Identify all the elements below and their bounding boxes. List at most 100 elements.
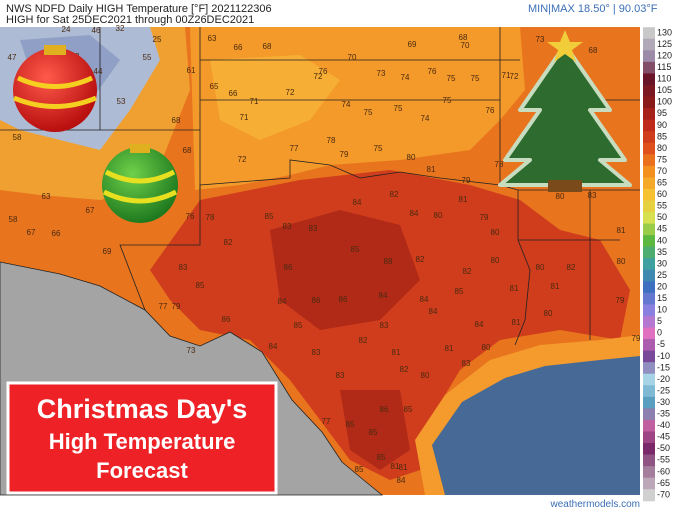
station-value: 74 — [401, 73, 410, 82]
station-value: 68 — [172, 116, 181, 125]
colorbar-swatch — [643, 212, 655, 225]
station-value: 58 — [9, 215, 18, 224]
station-value: 83 — [312, 348, 321, 357]
station-value: 71 — [250, 97, 259, 106]
station-value: 86 — [284, 263, 293, 272]
colorbar-label: 20 — [657, 281, 667, 291]
station-value: 84 — [379, 291, 388, 300]
station-value: 74 — [342, 100, 351, 109]
station-value: 55 — [143, 53, 152, 62]
station-value: 53 — [117, 97, 126, 106]
colorbar-label: -70 — [657, 489, 670, 499]
colorbar-label: -40 — [657, 420, 670, 430]
colorbar-label: 100 — [657, 97, 672, 107]
colorbar-label: 105 — [657, 85, 672, 95]
colorbar-swatch — [643, 281, 655, 294]
colorbar-swatch — [643, 73, 655, 86]
station-value: 76 — [428, 67, 437, 76]
colorbar-label: 75 — [657, 154, 667, 164]
colorbar-label: 90 — [657, 120, 667, 130]
station-value: 79 — [340, 150, 349, 159]
station-value: 81 — [392, 348, 401, 357]
colorbar-swatch — [643, 419, 655, 432]
colorbar-swatch — [643, 327, 655, 340]
station-value: 72 — [238, 155, 247, 164]
colorbar-swatch — [643, 142, 655, 155]
station-value: 84 — [410, 209, 419, 218]
station-value: 81 — [510, 284, 519, 293]
station-value: 76 — [486, 106, 495, 115]
colorbar-swatch — [643, 431, 655, 444]
colorbar-swatch — [643, 315, 655, 329]
station-value: 70 — [461, 41, 470, 50]
station-value: 86 — [339, 295, 348, 304]
colorbar-label: 5 — [657, 316, 662, 326]
station-value: 85 — [196, 281, 205, 290]
colorbar-swatch — [643, 373, 655, 386]
station-value: 85 — [404, 405, 413, 414]
colorbar-label: 130 — [657, 27, 672, 37]
colorbar-label: 85 — [657, 131, 667, 141]
station-value: 85 — [369, 428, 378, 437]
colorbar-label: 10 — [657, 305, 667, 315]
station-value: 73 — [536, 35, 545, 44]
colorbar-label: 30 — [657, 258, 667, 268]
colorbar-swatch — [643, 269, 655, 282]
colorbar-swatch — [643, 408, 655, 421]
colorbar-swatch — [643, 258, 655, 271]
station-value: 79 — [172, 302, 181, 311]
station-value: 81 — [445, 344, 454, 353]
station-value: 83 — [380, 321, 389, 330]
colorbar-swatch — [643, 223, 655, 236]
station-value: 86 — [312, 296, 321, 305]
station-value: 80 — [536, 263, 545, 272]
colorbar-label: 115 — [657, 62, 671, 72]
station-value: 78 — [495, 160, 504, 169]
station-value: 82 — [416, 255, 425, 264]
station-value: 67 — [86, 206, 95, 215]
station-value: 24 — [62, 25, 71, 34]
station-value: 32 — [116, 24, 125, 33]
station-value: 68 — [589, 46, 598, 55]
station-value: 76 — [319, 67, 328, 76]
station-value: 84 — [420, 295, 429, 304]
station-value: 85 — [377, 453, 386, 462]
station-value: 71 — [240, 113, 249, 122]
colorbar-label: 15 — [657, 293, 667, 303]
station-value: 80 — [434, 211, 443, 220]
banner: Christmas Day's High Temperature Forecas… — [6, 381, 278, 495]
station-value: 85 — [294, 321, 303, 330]
header-title: NWS NDFD Daily HIGH Temperature [°F] 202… — [6, 3, 272, 15]
colorbar-label: -55 — [657, 455, 670, 465]
station-value: 77 — [322, 417, 331, 426]
station-value: 84 — [429, 307, 438, 316]
colorbar-swatch — [643, 443, 655, 456]
station-value: 76 — [186, 212, 195, 221]
colorbar-swatch — [643, 396, 655, 409]
station-value: 63 — [42, 192, 51, 201]
station-value: 72 — [286, 88, 295, 97]
station-value: 73 — [187, 346, 196, 355]
colorbar-label: 25 — [657, 270, 667, 280]
station-value: 84 — [475, 320, 484, 329]
colorbar-label: -60 — [657, 466, 670, 476]
station-value: 81 — [391, 462, 400, 471]
colorbar-label: 55 — [657, 201, 667, 211]
station-value: 81 — [512, 318, 521, 327]
station-value: 72 — [314, 72, 323, 81]
station-value: 79 — [616, 296, 625, 305]
station-value: 85 — [351, 245, 360, 254]
colorbar-swatch — [643, 165, 655, 178]
credit: weathermodels.com — [550, 499, 640, 510]
station-value: 63 — [208, 34, 217, 43]
colorbar-label: -10 — [657, 351, 670, 361]
station-value: 72 — [510, 72, 519, 81]
colorbar-swatch — [643, 38, 655, 51]
station-value: 79 — [480, 213, 489, 222]
colorbar-label: 0 — [657, 328, 662, 338]
station-value: 83 — [283, 222, 292, 231]
colorbar-swatch — [643, 477, 655, 490]
colorbar-label: 45 — [657, 224, 667, 234]
station-value: 81 — [427, 165, 436, 174]
colorbar-label: -50 — [657, 443, 670, 453]
